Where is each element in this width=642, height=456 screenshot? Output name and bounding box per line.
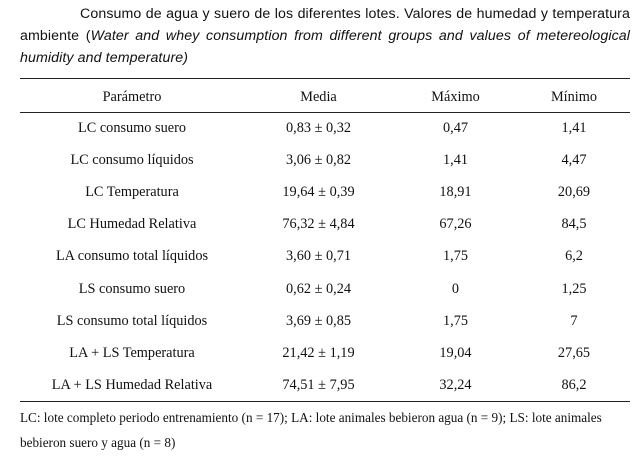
table-row: LC consumo suero 0,83 ± 0,32 0,47 1,41 xyxy=(20,112,630,144)
table-row: LC Temperatura 19,64 ± 0,39 18,91 20,69 xyxy=(20,176,630,208)
header-parametro: Parámetro xyxy=(102,88,162,105)
cell-minimo: 1,25 xyxy=(561,280,587,297)
header-rule xyxy=(20,112,630,113)
table-footnote: LC: lote completo periodo entrenamiento … xyxy=(20,410,602,450)
cell-media: 76,32 ± 4,84 xyxy=(282,216,355,233)
cell-parametro: LA + LS Humedad Relativa xyxy=(51,377,213,394)
table-row: LA consumo total líquidos 3,60 ± 0,71 1,75… xyxy=(20,241,630,273)
cell-media: 74,51 ± 7,95 xyxy=(282,377,355,394)
cell-parametro: LS consumo total líquidos xyxy=(56,312,208,329)
table-row: LC consumo líquidos 3,06 ± 0,82 1,41 4,47 xyxy=(20,144,630,176)
cell-maximo: 19,04 xyxy=(439,344,472,361)
cell-parametro: LS consumo suero xyxy=(78,280,186,297)
cell-minimo: 1,41 xyxy=(561,119,587,136)
cell-minimo: 7 xyxy=(570,312,578,329)
cell-minimo: 6,2 xyxy=(565,248,583,265)
data-table: Parámetro Media Máximo Mínimo LC consumo… xyxy=(20,82,630,402)
table-row: LS consumo suero 0,62 ± 0,24 0 1,25 xyxy=(20,273,630,305)
table-row: LC Humedad Relativa 76,32 ± 4,84 67,26 84,5 xyxy=(20,209,630,241)
cell-maximo: 0 xyxy=(451,280,460,297)
table-row: LS consumo total líquidos 3,69 ± 0,85 1,75… xyxy=(20,305,630,337)
caption-english: Water and whey consumption from differen… xyxy=(20,28,631,66)
cell-parametro: LC consumo suero xyxy=(77,119,186,136)
cell-media: 3,06 ± 0,82 xyxy=(285,151,352,168)
cell-minimo: 27,65 xyxy=(557,344,591,361)
cell-media: 19,64 ± 0,39 xyxy=(282,183,355,200)
bottom-rule xyxy=(20,401,630,402)
cell-maximo: 1,75 xyxy=(442,312,469,329)
header-minimo: Mínimo xyxy=(550,88,598,105)
cell-parametro: LA consumo total líquidos xyxy=(55,248,209,265)
cell-media: 3,69 ± 0,85 xyxy=(285,312,352,329)
cell-minimo: 84,5 xyxy=(561,216,587,233)
cell-maximo: 67,26 xyxy=(439,216,472,233)
cell-parametro: LC Temperatura xyxy=(85,183,179,200)
cell-media: 3,60 ± 0,71 xyxy=(285,248,352,265)
cell-maximo: 18,91 xyxy=(439,183,472,200)
header-maximo: Máximo xyxy=(431,88,480,105)
caption-spanish: Consumo de agua y suero de los diferente… xyxy=(20,6,630,44)
top-rule xyxy=(20,78,630,79)
cell-parametro: LC consumo líquidos xyxy=(70,151,194,168)
header-media: Media xyxy=(300,88,337,105)
cell-parametro: LC Humedad Relativa xyxy=(67,216,197,233)
cell-media: 21,42 ± 1,19 xyxy=(282,344,355,361)
table-row: LA + LS Humedad Relativa 74,51 ± 7,95 32,2… xyxy=(20,370,630,402)
cell-parametro: LA + LS Temperatura xyxy=(69,344,195,361)
table-caption: Consumo de agua y suero de los diferente… xyxy=(20,3,630,69)
cell-media: 0,62 ± 0,24 xyxy=(285,280,352,297)
cell-maximo: 32,24 xyxy=(439,377,472,394)
table-row: LA + LS Temperatura 21,42 ± 1,19 19,04 27,6… xyxy=(20,337,630,369)
cell-minimo: 4,47 xyxy=(561,151,587,168)
header-row: Parámetro Media Máximo Mínimo xyxy=(20,82,630,112)
cell-media: 0,83 ± 0,32 xyxy=(285,119,352,136)
cell-maximo: 1,75 xyxy=(442,248,469,265)
cell-minimo: 86,2 xyxy=(561,377,587,394)
cell-maximo: 1,41 xyxy=(442,151,469,168)
cell-maximo: 0,47 xyxy=(442,119,469,136)
cell-minimo: 20,69 xyxy=(557,183,591,200)
